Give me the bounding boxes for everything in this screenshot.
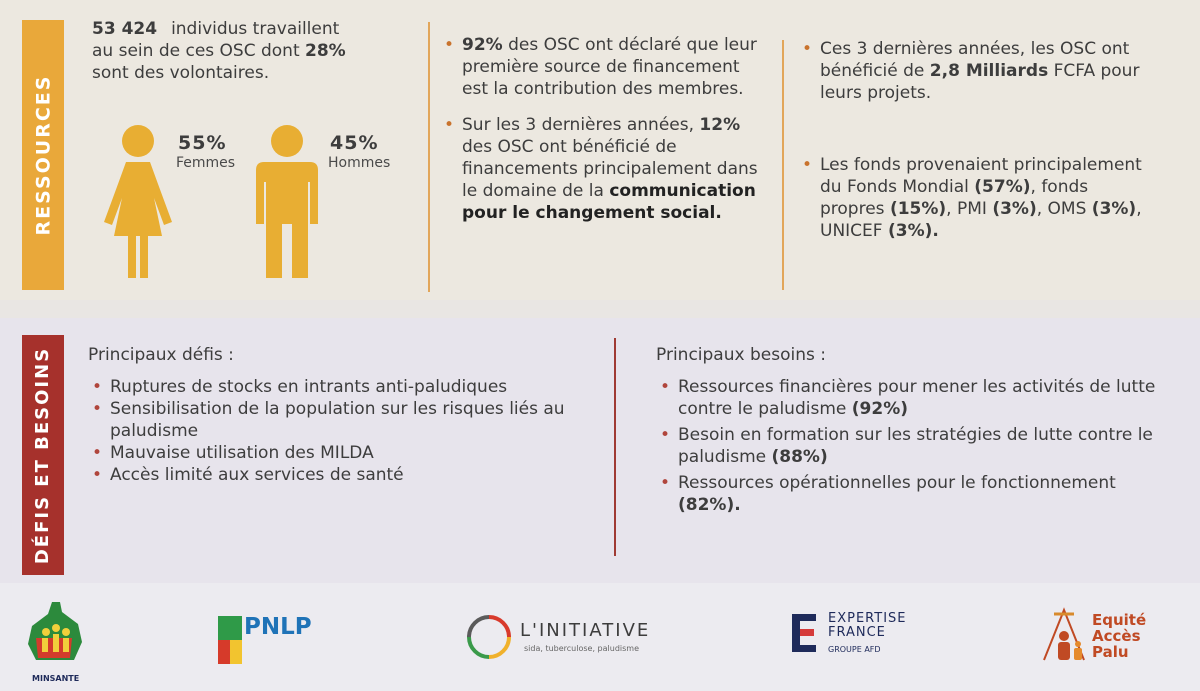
equite-label-3: Palu <box>1092 643 1129 661</box>
financing-column: 92% des OSC ont déclaré que leur premièr… <box>440 34 760 238</box>
equite-label-2: Accès <box>1092 627 1141 645</box>
initiative-tagline: sida, tuberculose, paludisme <box>524 644 639 653</box>
workforce-line3: sont des volontaires. <box>92 63 270 83</box>
challenges-heading: Principaux défis : <box>88 345 234 365</box>
challenges-list: Principaux défis : Ruptures de stocks en… <box>88 344 588 486</box>
expertise-sub: GROUPE AFD <box>828 645 881 654</box>
list-item: Ruptures de stocks en intrants anti-palu… <box>88 376 588 398</box>
minsante-logo-icon <box>28 602 82 660</box>
equite-logo-icon <box>1043 607 1085 661</box>
list-item: Mauvaise utilisation des MILDA <box>88 442 588 464</box>
ressources-tab-label: RESSOURCES <box>32 74 55 236</box>
female-pct: 55% <box>178 132 227 154</box>
workforce-text: 53 424 individus travaillent au sein de … <box>92 18 392 84</box>
defis-tab: DÉFIS ET BESOINS <box>22 335 64 575</box>
funds-column: Ces 3 dernières années, les OSC ont béné… <box>798 38 1158 242</box>
pnlp-label: PNLP <box>244 614 312 640</box>
initiative-logo-icon <box>467 615 511 659</box>
workforce-count: 53 424 <box>92 19 158 39</box>
list-item: Accès limité aux services de santé <box>88 464 588 486</box>
partners-footer <box>0 583 1200 691</box>
needs-heading: Principaux besoins : <box>656 345 826 365</box>
list-item: Ressources financières pour mener les ac… <box>656 376 1156 420</box>
column-divider <box>428 22 430 292</box>
list-item: Les fonds provenaient principalement du … <box>798 154 1158 242</box>
column-divider <box>782 40 784 290</box>
equite-label-1: Equité <box>1092 611 1147 629</box>
list-item: 92% des OSC ont déclaré que leur premièr… <box>440 34 760 100</box>
list-item: Sensibilisation de la population sur les… <box>88 398 588 442</box>
workforce-line1: individus travaillent <box>171 19 340 39</box>
defis-tab-label: DÉFIS ET BESOINS <box>32 346 54 564</box>
minsante-label: MINSANTE <box>32 674 80 683</box>
expertise-label-1: EXPERTISE <box>828 611 907 626</box>
column-divider <box>614 338 616 556</box>
ressources-tab: RESSOURCES <box>22 20 64 290</box>
list-item: Ressources opérationnelles pour le fonct… <box>656 472 1156 516</box>
expertise-france-logo-icon <box>792 614 816 652</box>
list-item: Besoin en formation sur les stratégies d… <box>656 424 1156 468</box>
male-figure-icon <box>256 125 318 278</box>
male-pct: 45% <box>330 132 379 154</box>
pnlp-logo-icon <box>218 616 242 664</box>
volunteer-pct: 28% <box>305 41 346 61</box>
female-label: Femmes <box>176 155 236 171</box>
initiative-label: L'INITIATIVE <box>520 620 651 641</box>
expertise-label-2: FRANCE <box>828 625 886 640</box>
list-item: Sur les 3 dernières années, 12% des OSC … <box>440 114 760 224</box>
female-figure-icon <box>104 125 172 278</box>
needs-list: Principaux besoins : Ressources financiè… <box>656 344 1156 520</box>
workforce-line2: au sein de ces OSC dont <box>92 41 306 61</box>
male-label: Hommes <box>328 155 391 171</box>
list-item: Ces 3 dernières années, les OSC ont béné… <box>798 38 1158 104</box>
